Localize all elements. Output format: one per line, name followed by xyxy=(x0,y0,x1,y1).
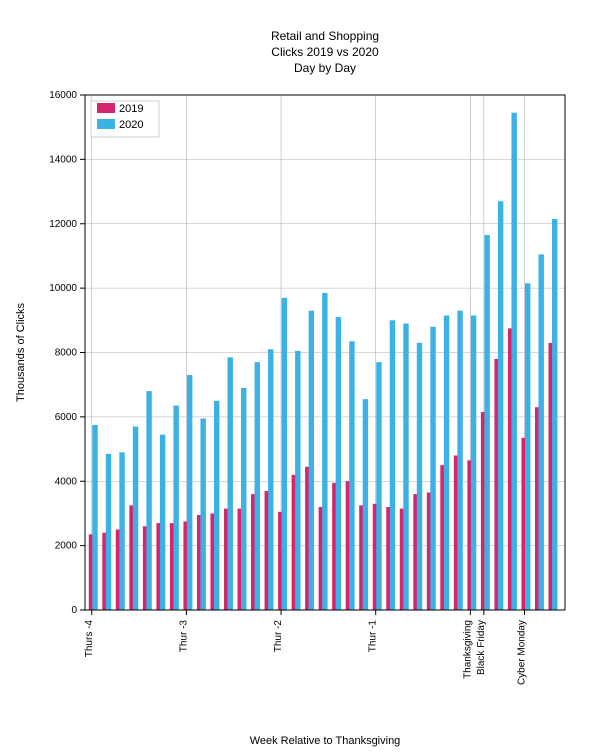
bar-2020 xyxy=(511,113,516,610)
xtick-label: Thur -3 xyxy=(178,620,189,653)
bar-2020 xyxy=(457,311,462,610)
xtick-label: Thur -2 xyxy=(273,620,284,653)
bar-2020 xyxy=(160,435,165,610)
ytick-label: 2000 xyxy=(55,541,78,552)
bar-2020 xyxy=(498,201,503,610)
legend: 2019 2020 xyxy=(91,101,159,137)
bar-2020 xyxy=(430,327,435,610)
bar-2020 xyxy=(552,219,557,610)
bar-2020 xyxy=(336,317,341,610)
x-axis-label: Week Relative to Thanksgiving xyxy=(250,735,401,747)
bar-2020 xyxy=(228,357,233,610)
bar-2020 xyxy=(187,375,192,610)
bar-2020 xyxy=(484,235,489,610)
xtick-label: Thurs -4 xyxy=(84,620,95,658)
bar-2020 xyxy=(92,425,97,610)
bar-2020 xyxy=(390,320,395,610)
bar-2020 xyxy=(146,391,151,610)
xtick-label: Thanksgiving xyxy=(462,620,473,679)
y-axis-label: Thousands of Clicks xyxy=(15,302,27,402)
chart-title-2: Clicks 2019 vs 2020 xyxy=(271,45,379,59)
legend-swatch xyxy=(97,103,115,113)
bar-2020 xyxy=(471,315,476,610)
bar-2020 xyxy=(309,311,314,610)
legend-label: 2020 xyxy=(119,119,143,131)
bar-2020 xyxy=(363,399,368,610)
bar-2020 xyxy=(295,351,300,610)
bar-2020 xyxy=(119,452,124,610)
bar-2020 xyxy=(349,341,354,610)
bar-2020 xyxy=(133,427,138,610)
bar-2020 xyxy=(200,418,205,610)
ytick-label: 6000 xyxy=(55,412,78,423)
legend-swatch xyxy=(97,119,115,129)
legend-label: 2019 xyxy=(119,103,143,115)
xtick-label: Thur -1 xyxy=(368,620,379,653)
ytick-label: 10000 xyxy=(49,283,77,294)
chart-container: Retail and Shopping Clicks 2019 vs 2020 Da… xyxy=(0,0,600,756)
bar-2020 xyxy=(403,324,408,610)
bar-2020 xyxy=(538,254,543,610)
ytick-label: 16000 xyxy=(49,90,77,101)
bar-chart: Retail and Shopping Clicks 2019 vs 2020 Da… xyxy=(0,0,600,756)
bar-2020 xyxy=(444,315,449,610)
bar-2020 xyxy=(255,362,260,610)
chart-title-1: Retail and Shopping xyxy=(271,29,379,43)
ytick-label: 0 xyxy=(71,605,77,616)
bar-2020 xyxy=(106,454,111,610)
xtick-label: Cyber Monday xyxy=(516,620,527,685)
bar-2020 xyxy=(173,406,178,610)
ytick-label: 8000 xyxy=(55,348,78,359)
bar-2020 xyxy=(268,349,273,610)
bar-2020 xyxy=(322,293,327,610)
ytick-label: 12000 xyxy=(49,219,77,230)
bar-2020 xyxy=(282,298,287,610)
bar-2020 xyxy=(417,343,422,610)
ytick-label: 14000 xyxy=(49,154,77,165)
chart-title-3: Day by Day xyxy=(294,61,356,75)
bar-2020 xyxy=(525,283,530,610)
bar-2020 xyxy=(214,401,219,610)
bar-2020 xyxy=(241,388,246,610)
xtick-label: Black Friday xyxy=(476,620,487,675)
ytick-label: 4000 xyxy=(55,476,78,487)
bar-2020 xyxy=(376,362,381,610)
